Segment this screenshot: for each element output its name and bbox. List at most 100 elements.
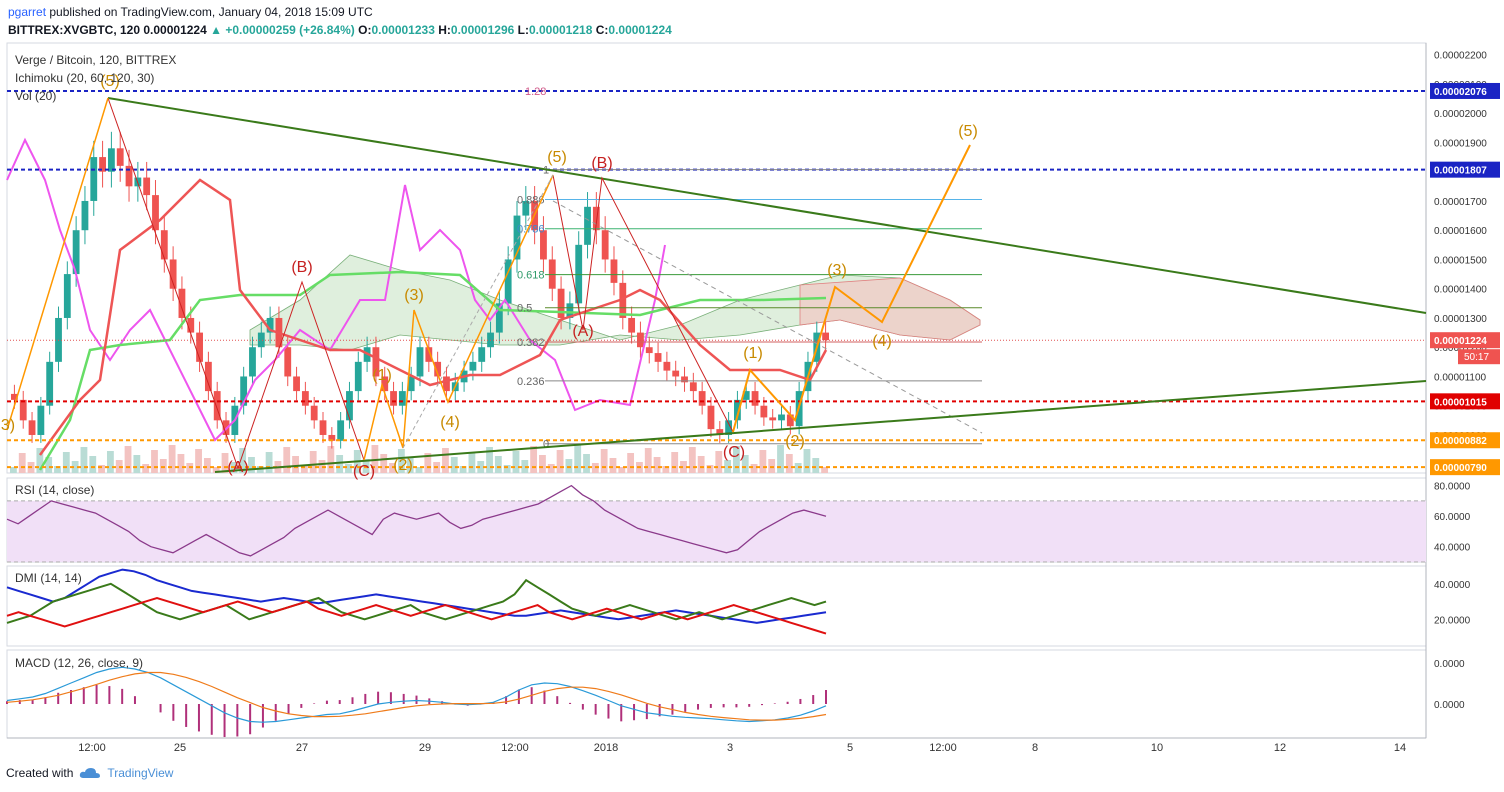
candle-body [557,288,565,318]
volume-bar [768,459,776,473]
candle-body [99,157,106,172]
macd-line [6,666,827,723]
candle-body [601,230,609,260]
volume-bar [680,461,687,473]
candle [319,412,327,443]
rsi-line [6,484,827,557]
macd-legend: MACD (12, 26, close, 9) [15,656,143,670]
candle-body [381,376,389,392]
wave-label: (4) [440,414,460,431]
candle-body [116,148,124,166]
candle [337,412,345,449]
price-level-tag [1430,161,1500,178]
volume-bar [151,450,158,473]
volume-bar [609,458,617,473]
macd-tick-label: 0.0000 [1434,700,1465,711]
candle-body [249,347,256,377]
fib-level-label: 0 [543,439,549,451]
price-level-tag [1430,459,1500,476]
candle [116,131,124,182]
candle [90,140,98,216]
last-price: 0.00001224 [143,23,207,37]
price-level-tag [1430,82,1500,99]
candle-body [725,420,733,435]
candle [37,396,45,443]
volume-bar [177,454,185,473]
volume-bar [600,449,608,473]
candle [354,351,362,401]
candle [310,396,318,429]
candle-body [610,259,618,283]
volume-bar [733,446,740,473]
candle-body [346,391,353,421]
price-level-label: 0.00001224 [1434,336,1487,347]
price-level-label: 0.00001015 [1434,397,1487,408]
candle-body [751,391,759,406]
candle [63,261,71,330]
fib-diagonal [552,200,983,434]
lower-trendline [214,380,1427,473]
candle-body [575,244,583,304]
candle [725,412,733,443]
dmi-pane [6,565,1427,647]
price-level-label: 0.00000790 [1434,463,1487,474]
volume-bar [89,456,97,473]
volume-bar [283,447,291,473]
low-value: 0.00001218 [528,23,593,37]
candle [566,291,574,330]
candle [249,336,256,387]
volume-bar [300,465,308,473]
indicator-legend: Vol (20) [15,89,56,103]
volume-bar [239,448,247,473]
x-tick-label: 3 [727,742,733,754]
candle [592,192,600,245]
candle [266,306,274,344]
volume-bar [36,448,44,473]
candle-body [478,347,486,362]
candle [390,381,397,415]
price-level-tag [1430,393,1500,410]
candle-body [822,332,829,341]
candle [169,246,177,301]
candle-body [72,230,80,275]
volume-bar [785,454,793,473]
y-tick-label: 0.00001700 [1434,197,1487,208]
candle [681,366,688,392]
wave-label: (5) [958,123,978,140]
symbol-info: BITTREX:XVGBTC, 120 0.00001224 ▲ +0.0000… [8,23,672,37]
volume-bar [327,446,335,473]
wave-label: (4) [872,333,892,350]
candle [301,381,309,415]
volume-bar [565,459,573,473]
fib-level-label: 0.618 [517,270,545,282]
y-tick-label: 0.00001900 [1434,138,1487,149]
fib-level-label: 0.382 [517,337,545,349]
y-tick-label: 0.00001500 [1434,255,1487,266]
volume-bar [777,445,784,473]
candle-body [495,303,503,333]
macd-pane [6,649,1427,739]
author-link[interactable]: pgarret [8,5,47,19]
price-level-label: 0.00001807 [1434,166,1487,177]
candle-body [301,391,309,406]
wave-label: 3) [1,417,15,434]
candle [672,360,680,387]
volume-bar [521,460,529,473]
volume-bar [203,458,211,473]
candle-body [90,157,98,201]
tenkan-line [38,178,828,456]
created-with-label: Created with [6,766,74,780]
volume-bar [503,465,511,473]
candle-body [513,215,521,260]
volume-bar [71,461,79,473]
volume-bar [362,459,370,473]
macd-tick-label: 0.0000 [1434,659,1465,670]
candle-body [143,177,151,196]
tradingview-link[interactable]: TradingView [107,766,174,780]
candle [55,306,62,372]
candle [434,351,442,387]
high-value: 0.00001296 [450,23,515,37]
candle-body [37,405,45,435]
candle [822,321,829,351]
